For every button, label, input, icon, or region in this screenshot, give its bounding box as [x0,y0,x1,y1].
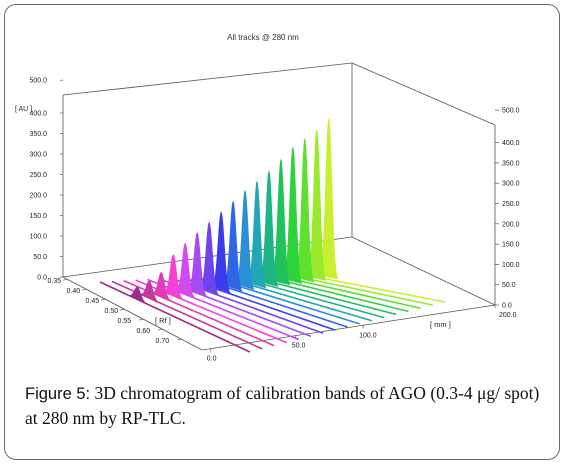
figure-label: Figure 5: [25,385,91,403]
track-1 [99,281,251,353]
mm-tick-label: 50.0 [292,343,306,350]
rf-tick-mark [158,328,163,331]
y-tick-label: 50.0 [33,254,47,261]
right-tick-label: 0.0 [502,303,512,310]
rf-tick-label: 0.50 [105,308,119,315]
right-tick-label: 200.0 [502,221,520,228]
right-tick-label: 150.0 [502,242,520,249]
right-y-axis: 0.0 50.0 100.0 150.0 200.0 250.0 300.0 350.0 400… [495,108,520,310]
peak [307,129,327,281]
rf-axis-label: [ Rf ] [155,316,171,325]
figure-caption: Figure 5: 3D chromatogram of calibration… [25,381,555,430]
front-bottom-edge [201,304,496,351]
y-tick-label: 200.0 [29,193,47,200]
peak [271,158,291,286]
right-tick-label: 500.0 [502,108,520,115]
peak [295,138,315,283]
right-baseline [351,236,496,306]
y-tick-label: 500.0 [29,78,47,85]
peak [211,211,231,294]
peak [140,280,159,303]
mm-tick-label: 0.0 [207,356,217,363]
peak [199,221,219,295]
chart-title: All tracks @ 280 nm [227,33,299,42]
chromatogram-3d-chart: All tracks @ 280 nm 0.0 50.0 100.0 150.0 200… [15,33,520,363]
rf-tick-label: 0.40 [67,288,81,295]
peak [283,147,303,284]
rf-tick-label: 0.60 [137,328,151,335]
right-tick-label: 400.0 [502,140,520,147]
y-tick-label: 300.0 [29,152,47,159]
peak [128,286,147,304]
mm-axis-label: [ mm ] [430,320,451,329]
peak [259,169,279,287]
right-tick-label: 250.0 [502,201,520,208]
peak [319,118,339,280]
y-tick-label: 0.0 [37,275,47,282]
right-tick-label: 350.0 [502,160,520,167]
peak [163,254,183,300]
figure-frame: All tracks @ 280 nm 0.0 50.0 100.0 150.0 200… [4,4,560,460]
peak [235,189,255,291]
peak [247,180,267,289]
rf-tick-mark [177,338,182,341]
y-tick-label: 400.0 [29,111,47,118]
rf-axis: 0.35 0.40 0.45 0.50 0.55 0.60 0.70 [48,278,182,345]
y-tick-label: 100.0 [29,234,47,241]
right-tick-label: 300.0 [502,181,520,188]
peak [187,231,208,297]
peak [152,272,171,301]
rf-tick-mark [120,308,125,311]
y-tick-label: 250.0 [29,172,47,179]
back-top-edge [62,62,353,96]
rf-tick-label: 0.45 [86,298,100,305]
track-baseline [99,281,251,353]
y-tick-label: 150.0 [29,213,47,220]
right-top-edge [351,62,496,126]
right-tick-label: 50.0 [502,282,516,289]
rf-tick-mark [82,288,87,291]
rf-tick-label: 0.55 [118,318,132,325]
rf-tick-label: 0.35 [48,278,62,285]
tracks [99,118,446,353]
peak [175,242,196,298]
right-tick-label: 100.0 [502,262,520,269]
y-tick-label: 350.0 [29,131,47,138]
caption-text: 3D chromatogram of calibration bands of … [25,383,540,428]
mm-tick-label: 100.0 [359,332,377,339]
rf-tick-mark [139,318,144,321]
rf-tick-label: 0.70 [156,338,170,345]
y-axis-unit-label: [ AU ] [15,106,32,113]
mm-tick-label: 200.0 [499,312,517,319]
left-y-axis: 0.0 50.0 100.0 150.0 200.0 250.0 300.0 350.0 400… [29,78,63,282]
peak [223,200,243,292]
rf-tick-mark [101,298,106,301]
rf-tick-mark [63,278,68,281]
